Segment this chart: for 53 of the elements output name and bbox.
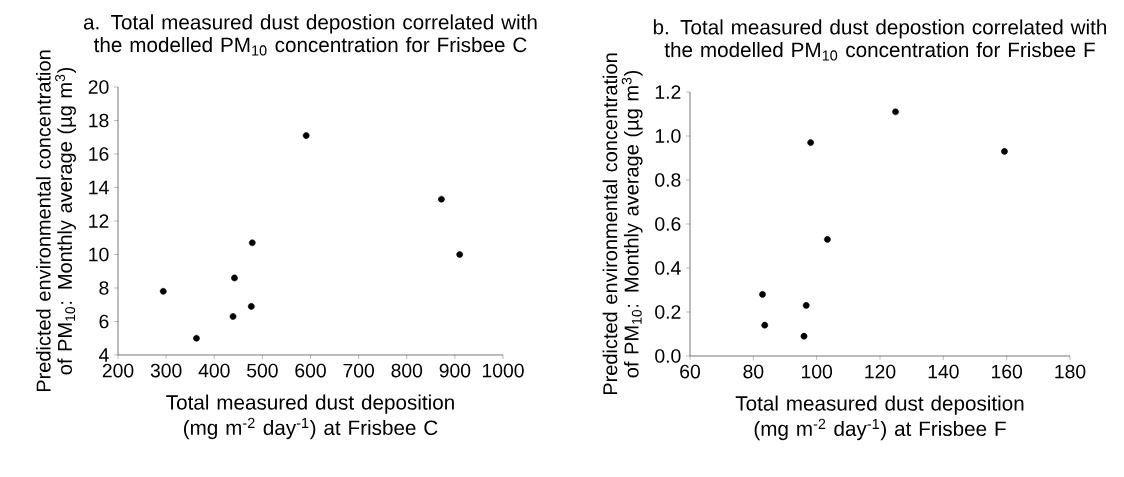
point — [159, 288, 167, 295]
point — [892, 108, 899, 116]
x-tick-label: 60 — [680, 364, 700, 379]
point — [802, 302, 810, 309]
point — [248, 239, 256, 247]
x-tick-label: 140 — [928, 364, 959, 379]
y-tick-label: 0.2 — [655, 305, 681, 319]
point — [247, 303, 255, 310]
y-tick-label: 0.6 — [655, 217, 681, 231]
point — [302, 132, 310, 139]
chart-title: b. Total measured dust depostion correlated with the modelled PM$_{10}$ concentration for Frisbee F — [653, 19, 1107, 61]
y-tick-label: 14 — [89, 180, 109, 195]
y-tick-label: 6 — [99, 314, 109, 329]
x-tick-label: 80 — [743, 364, 764, 379]
x-tick-label: 160 — [992, 364, 1023, 379]
point — [438, 195, 445, 203]
x-tick-label: 180 — [1055, 364, 1086, 379]
x-axis-title: Total measured dust deposition (mg m$^{-2}$ day$^{-1}$) at Frisbee C — [166, 394, 454, 440]
point — [800, 332, 808, 340]
x-tick-label: 400 — [198, 363, 230, 378]
point — [759, 291, 766, 298]
y-tick-label: 12 — [89, 214, 109, 228]
point — [824, 236, 831, 243]
y-tick-label: 16 — [89, 147, 109, 161]
y-tick-label: 20 — [88, 80, 109, 94]
y-tick-label: 18 — [89, 113, 109, 128]
y-tick-label: 0.4 — [655, 261, 681, 275]
point — [231, 274, 238, 282]
y-tick-label: 8 — [99, 281, 109, 295]
x-axis-title: Total measured dust deposition (mg m$^{-2}$ day$^{-1}$) at Frisbee F — [735, 395, 1024, 441]
x-tick-label: 300 — [150, 363, 182, 378]
x-tick-label: 120 — [865, 364, 896, 379]
x-tick-label: 1000 — [482, 363, 524, 378]
y-tick-label: 1.0 — [655, 129, 681, 143]
point — [229, 313, 237, 320]
x-tick-label: 600 — [295, 363, 326, 378]
y-tick-label: 0.8 — [655, 173, 681, 187]
y-tick-label: 10 — [89, 247, 109, 262]
x-tick-label: 700 — [343, 363, 374, 378]
y-tick-label: 4 — [98, 348, 109, 362]
point — [1001, 148, 1008, 155]
chart-title: a. Total measured dust depostion correlated with the modelled PM$_{10}$ concentration for Frisbee C — [83, 14, 537, 56]
point — [456, 251, 464, 258]
x-tick-label: 100 — [802, 364, 833, 379]
x-tick-label: 500 — [247, 363, 278, 378]
x-tick-label: 800 — [391, 363, 423, 378]
point — [761, 321, 769, 329]
point — [807, 139, 814, 146]
point — [193, 334, 200, 342]
x-tick-label: 900 — [439, 363, 471, 378]
x-tick-label: 200 — [102, 363, 134, 378]
y-tick-label: 0.0 — [655, 349, 681, 363]
y-tick-label: 1.2 — [655, 85, 681, 99]
